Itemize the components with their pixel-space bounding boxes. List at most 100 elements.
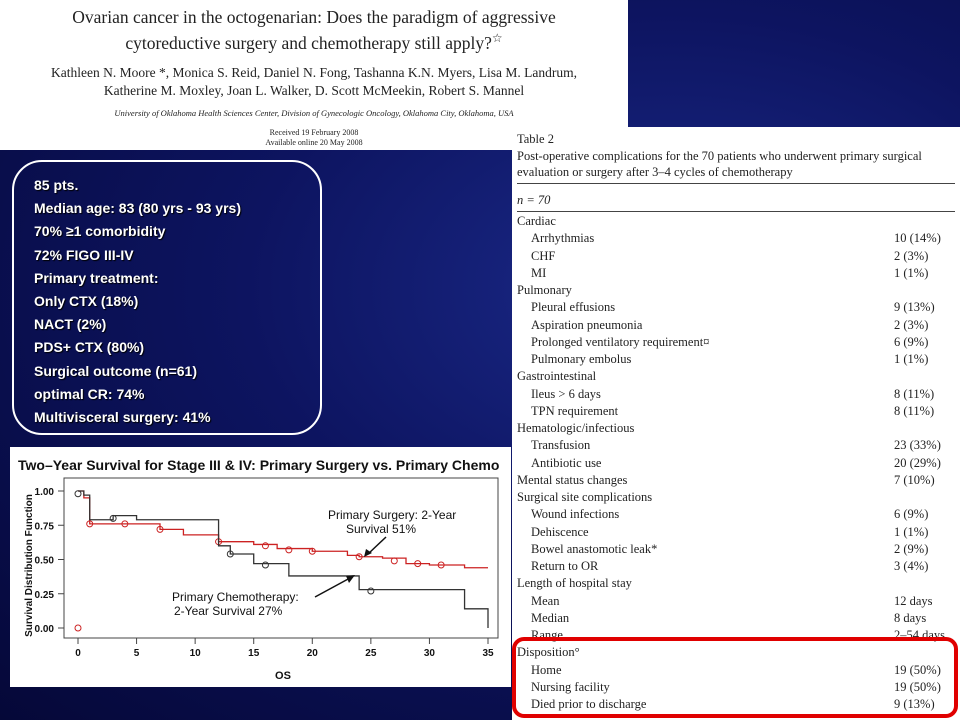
y-tick-label: 0.00: [35, 624, 55, 635]
table-cell-label: CHF: [531, 248, 556, 263]
table-row: Mental status changes 7 (10%): [512, 472, 960, 489]
x-tick-label: 20: [307, 648, 319, 659]
table-row: Surgical site complications: [512, 489, 960, 506]
table-cell-value: 23 (33%): [894, 438, 941, 453]
censor-mark: [261, 561, 269, 569]
table-row: Pulmonary: [512, 282, 960, 299]
table-row: Gastrointestinal: [512, 368, 960, 385]
annotation-arrowhead: [346, 575, 355, 583]
x-tick-label: 35: [482, 648, 494, 659]
table-row: Home 19 (50%): [512, 662, 960, 679]
table-cell-label: Aspiration pneumonia: [531, 317, 643, 332]
table-row: Bowel anastomotic leak* 2 (9%): [512, 541, 960, 558]
table-row: MI 1 (1%): [512, 265, 960, 282]
annotation-surgery-line1: Primary Surgery: 2-Year: [328, 508, 456, 522]
annotation-arrowhead: [364, 549, 372, 557]
censor-mark: [285, 546, 293, 554]
table-cell-label: Pleural effusions: [531, 300, 616, 315]
censor-mark: [121, 520, 129, 528]
paper-affiliation: University of Oklahoma Health Sciences C…: [114, 108, 514, 118]
table-row: Transfusion 23 (33%): [512, 437, 960, 454]
annotation-arrow: [314, 577, 351, 598]
summary-item: Multivisceral surgery: 41%: [34, 409, 211, 426]
censor-mark: [308, 547, 316, 555]
annotation-surgery-line2: Survival 51%: [346, 522, 416, 536]
table-cell-label: Hematologic/infectious: [517, 421, 635, 435]
complications-table: Table 2 Post-operative complications for…: [512, 127, 960, 720]
table-cell-label: Bowel anastomotic leak*: [531, 541, 658, 556]
table-cell-label: Antibiotic use: [531, 455, 602, 470]
table-cell-label: Transfusion: [531, 438, 591, 453]
y-axis-label: Survival Distribution Function: [24, 494, 35, 637]
table-rule: [517, 183, 955, 184]
table-cell-label: TPN requirement: [531, 403, 619, 418]
table-row: Died prior to discharge 9 (13%): [512, 696, 960, 713]
table-cell-label: Mental status changes: [517, 472, 628, 487]
table-row: CHF 2 (3%): [512, 248, 960, 265]
table-cell-value: 2 (9%): [894, 541, 929, 556]
series-line-primary-surgery: [78, 490, 488, 569]
table-cell-label: Length of hospital stay: [517, 576, 632, 591]
table-cell-label: Prolonged ventilatory requirement¤: [531, 334, 710, 349]
survival-chart: Two–Year Survival for Stage III & IV: Pr…: [10, 447, 511, 687]
table-cell-value: 9 (13%): [894, 300, 935, 315]
table-cell-value: 1 (1%): [894, 352, 929, 366]
table-cell-value: 19 (50%): [894, 679, 941, 694]
paper-title-line2: cytoreductive surgery and chemotherapy s…: [125, 32, 492, 53]
table-cell-value: 8 (11%): [894, 403, 935, 418]
star-icon: ☆: [491, 31, 503, 45]
censor-mark: [355, 553, 363, 561]
table-row: Median 8 days: [512, 610, 960, 627]
table-cell-value: 3 (4%): [894, 559, 929, 573]
table-cell-label: Surgical site complications: [517, 490, 653, 504]
censor-mark: [226, 550, 234, 558]
authors-line1: Kathleen N. Moore *, Monica S. Reid, Dan…: [51, 65, 577, 80]
table-cell-value: 2 (3%): [894, 317, 929, 332]
series-line-primary-chemo: [78, 490, 489, 628]
table-row: Ileus > 6 days 8 (11%): [512, 386, 960, 403]
summary-item: Surgical outcome (n=61): [34, 362, 197, 379]
authors-line2: Katherine M. Moxley, Joan L. Walker, D. …: [103, 83, 525, 98]
annotation-chemo-line1: Primary Chemotherapy:: [172, 590, 299, 604]
summary-item: Median age: 83 (80 yrs - 93 yrs): [34, 200, 241, 217]
table-cell-label: Home: [531, 662, 562, 677]
table-cell-value: 1 (1%): [894, 524, 929, 539]
table-cell-value: 8 (11%): [894, 386, 935, 401]
summary-item: 70% ≥1 comorbidity: [34, 223, 166, 240]
table-row: Return to OR 3 (4%): [512, 558, 960, 575]
table-cell-label: Median: [531, 610, 570, 625]
table-cell-label: Nursing facility: [531, 679, 610, 694]
table-row: Antibiotic use 20 (29%): [512, 455, 960, 472]
table-caption: Post-operative complications for the 70 …: [517, 149, 922, 179]
table-row: Prolonged ventilatory requirement¤ 6 (9%): [512, 334, 960, 351]
paper-dates: Received 19 February 2008 Available onli…: [0, 128, 628, 148]
x-axis-label: OS: [275, 670, 291, 682]
chart-title: Two–Year Survival for Stage III & IV: Pr…: [18, 457, 499, 473]
available-date: Available online 20 May 2008: [265, 138, 363, 147]
table-row: Pleural effusions 9 (13%): [512, 299, 960, 316]
table-cell-value: 12 days: [894, 593, 933, 608]
table-cell-label: Arrhythmias: [531, 231, 595, 246]
table-label: Table 2: [517, 132, 554, 146]
plot-frame: [63, 477, 499, 639]
table-cell-value: 9 (13%): [894, 697, 935, 711]
summary-item: optimal CR: 74%: [34, 385, 145, 402]
table-row: Disposition°: [512, 644, 960, 661]
table-cell-label: Gastrointestinal: [517, 369, 597, 384]
censor-mark: [109, 514, 117, 522]
table-row: Cardiac: [512, 213, 960, 230]
y-tick-label: 0.25: [35, 590, 55, 601]
censor-mark: [414, 560, 422, 568]
table-row: TPN requirement 8 (11%): [512, 403, 960, 420]
censor-mark: [86, 520, 94, 528]
censor-mark: [437, 561, 445, 569]
annotation-chemo-line2: 2-Year Survival 27%: [174, 604, 283, 618]
censor-mark: [156, 525, 164, 533]
x-tick-label: 30: [424, 648, 436, 659]
summary-item: Primary treatment:: [34, 269, 159, 286]
x-tick-label: 0: [75, 648, 81, 659]
table-cell-label: Dehiscence: [531, 524, 589, 539]
paper-header: Ovarian cancer in the octogenarian: Does…: [0, 0, 628, 150]
table-cell-label: Mean: [531, 593, 560, 608]
table-row: Arrhythmias 10 (14%): [512, 230, 960, 247]
